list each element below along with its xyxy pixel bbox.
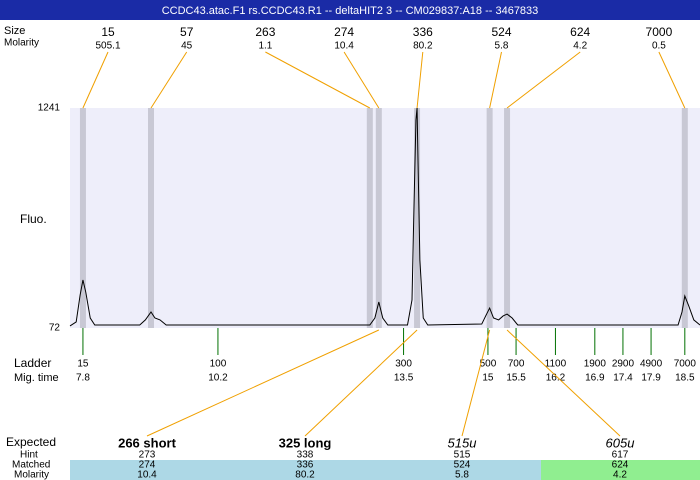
ladder-time: 13.5 [394,373,414,384]
ladder-time: 16.2 [546,373,566,384]
peak-size: 336 [413,25,433,39]
ladder-time: 16.9 [585,373,605,384]
expected-name: 325 long [279,435,332,450]
peak-band [148,108,154,328]
peak-band [504,108,511,328]
hint-value: 273 [139,450,156,461]
ladder-time: 10.2 [208,373,228,384]
title-bar [0,0,700,20]
ladder-time: 17.4 [613,373,633,384]
ladder-size: 7000 [674,359,697,370]
peak-band [486,108,493,328]
peak-connector [343,51,380,109]
peak-molarity: 80.2 [413,41,433,52]
ladder-time: 17.9 [641,373,661,384]
expected-name: 515u [448,435,477,450]
peak-connector [658,51,686,109]
peak-molarity: 10.4 [334,41,354,52]
ladder-size: 1100 [545,359,567,370]
expected-label: Expected [6,435,56,449]
peak-molarity: 5.8 [495,41,509,52]
hint-value: 617 [612,450,629,461]
mig-time-label: Mig. time [14,372,59,384]
title: CCDC43.atac.F1 rs.CCDC43.R1 -- deltaHIT2… [162,5,539,17]
ladder-size: 15 [77,359,89,370]
peak-molarity: 4.2 [573,41,587,52]
size-label: Size [4,25,25,37]
expected-connector [304,329,418,437]
peak-size: 15 [101,25,115,39]
peak-connector [506,51,581,109]
peak-molarity: 0.5 [652,41,666,52]
ladder-size: 500 [480,359,497,370]
expected-connector [461,329,491,437]
peak-size: 7000 [646,25,673,39]
molarity-value: 5.8 [455,470,469,480]
y-axis-label: Fluo. [20,212,47,226]
molarity-value: 80.2 [295,470,315,480]
peak-connector [265,51,371,109]
peak-size: 57 [180,25,194,39]
matched-value: 336 [297,460,314,471]
trace [69,107,700,327]
table-bg-green [541,460,700,480]
molarity-value: 10.4 [137,470,157,480]
matched-value: 274 [139,460,156,471]
ladder-time: 7.8 [76,373,90,384]
expected-name: 605u [606,435,635,450]
ladder-size: 300 [395,359,412,370]
peak-connector [416,51,424,109]
table-bg-blue [70,460,541,480]
ladder-size: 100 [210,359,227,370]
peak-size: 624 [570,25,590,39]
ladder-time: 15.5 [506,373,526,384]
molarity-label: Molarity [4,38,39,49]
peak-band [375,108,382,328]
peak-size: 274 [334,25,354,39]
peak-size: 524 [491,25,511,39]
expected-connector [506,329,621,437]
peak-molarity: 505.1 [95,41,120,52]
molarity-value: 4.2 [613,470,627,480]
hint-label: Hint [20,450,38,461]
peak-band [79,108,86,328]
ladder-size: 700 [508,359,525,370]
matched-value: 524 [454,460,471,471]
peak-band [366,108,373,328]
ladder-time: 18.5 [675,373,695,384]
peak-connector [150,51,188,109]
peak-connector [82,51,109,109]
expected-connector [146,329,380,437]
peak-molarity: 45 [181,41,193,52]
ladder-time: 15 [482,373,494,384]
matched-value: 624 [612,460,629,471]
ladder-label: Ladder [14,356,51,370]
hint-value: 515 [454,450,471,461]
ladder-size: 2900 [612,359,635,370]
plot-area [70,108,700,328]
expected-name: 266 short [118,435,176,450]
hint-value: 338 [297,450,314,461]
peak-molarity: 1.1 [258,41,272,52]
y-tick-label: 1241 [38,103,61,114]
ladder-size: 1900 [584,359,607,370]
table-molarity-label: Molarity [14,470,49,480]
y-tick-label: 72 [49,323,61,334]
peak-size: 263 [255,25,275,39]
peak-band [681,108,688,328]
peak-band [414,108,421,328]
matched-label: Matched [12,460,50,471]
peak-connector [489,51,502,109]
ladder-size: 4900 [640,359,663,370]
